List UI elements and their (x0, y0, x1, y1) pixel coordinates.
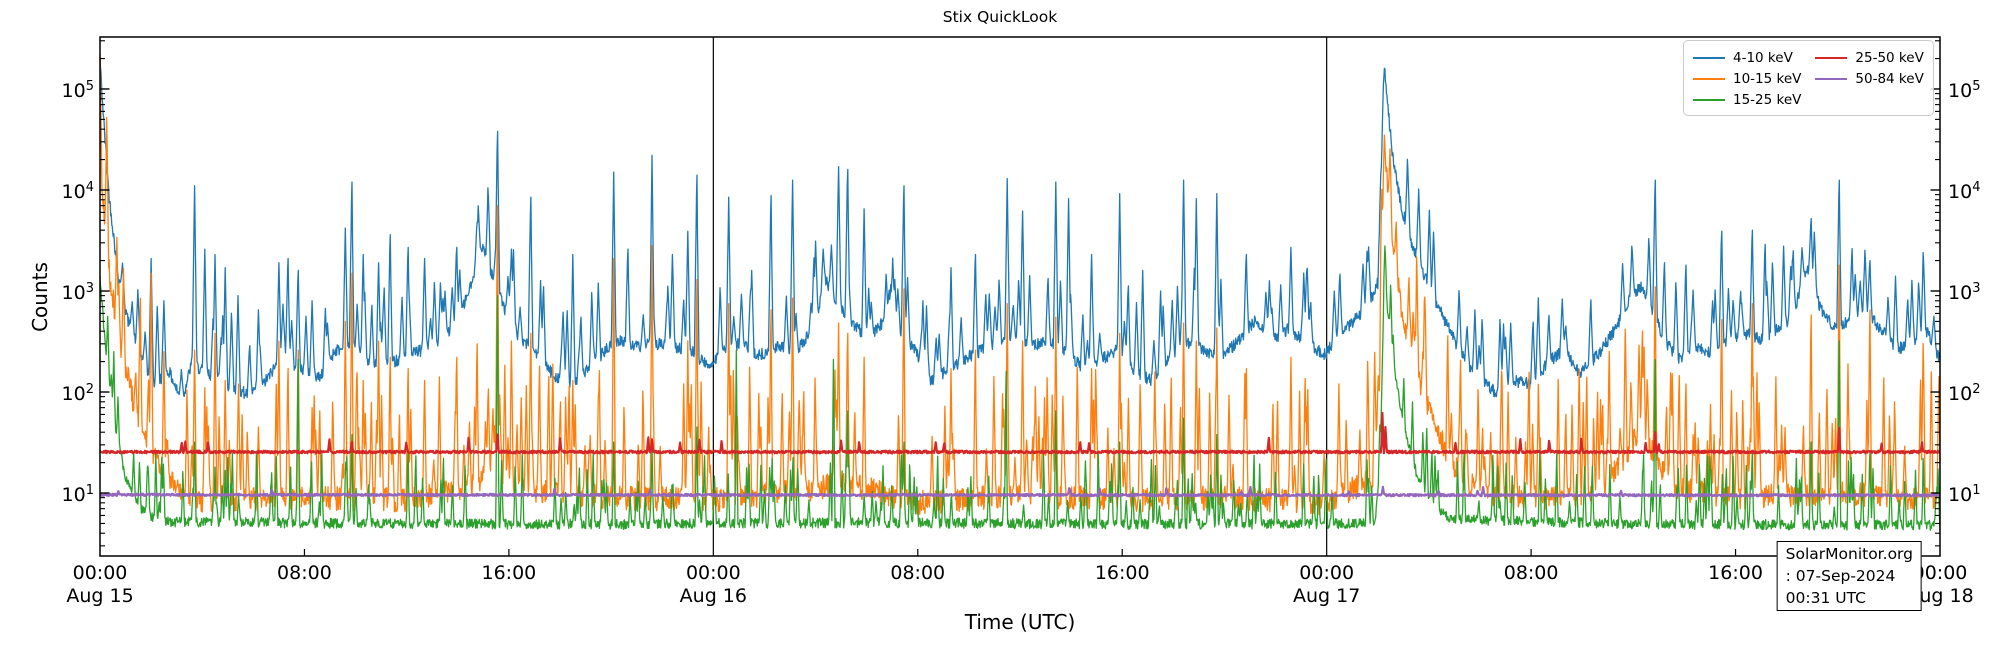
axes-frame (99, 36, 1941, 557)
legend-item: 50-84 keV (1815, 68, 1924, 89)
legend-item: 25-50 keV (1815, 47, 1924, 68)
x-tick-label: 08:00 (277, 562, 332, 584)
y-tick-label: 101 (1948, 482, 1981, 507)
x-tick-label: 00:00 (1299, 562, 1355, 584)
series-line-25-50-keV (99, 411, 1941, 455)
x-tick-label: 16:00 (1094, 562, 1150, 584)
legend-label: 50-84 keV (1855, 70, 1924, 87)
y-axis-label: Counts (28, 261, 52, 332)
x-tick-label: 00:00 (685, 562, 741, 584)
x-tick-day-label: Aug 15 (66, 585, 134, 607)
legend-item: 10-15 keV (1693, 68, 1801, 89)
series-line-50-84-keV (99, 485, 1941, 498)
series-line-10-15-keV (99, 54, 1941, 516)
y-tick-label: 102 (61, 381, 94, 406)
y-tick-label: 103 (61, 280, 94, 305)
y-tick-label: 102 (1948, 381, 1981, 406)
legend-label: 25-50 keV (1855, 49, 1924, 66)
x-tick-label: 00:00 (72, 562, 128, 584)
x-tick-label: 08:00 (1503, 562, 1559, 584)
legend-item: 4-10 keV (1693, 47, 1801, 68)
legend-item: 15-25 keV (1693, 89, 1801, 110)
y-tick-label: 105 (1948, 78, 1981, 103)
series-line-15-25-keV (99, 245, 1941, 531)
x-axis-label: Time (UTC) (964, 610, 1076, 634)
chart-title: Stix QuickLook (942, 8, 1058, 26)
legend-line-swatch (1693, 56, 1725, 59)
legend-line-swatch (1693, 98, 1725, 101)
series-line-4-10-keV (99, 57, 1941, 399)
y-tick-label: 103 (1948, 280, 1981, 305)
x-tick-day-label: Aug 18 (1906, 585, 1974, 607)
y-tick-label: 101 (61, 482, 94, 507)
x-tick-label: 08:00 (890, 562, 946, 584)
x-tick-label: 16:00 (1708, 562, 1763, 584)
legend: 4-10 keV 10-15 keV 15-25 keV 25-50 keV 50-84… (1683, 40, 1934, 116)
legend-line-swatch (1693, 77, 1725, 80)
legend-label: 10-15 keV (1733, 70, 1802, 87)
y-tick-label: 104 (1948, 179, 1981, 204)
watermark-annotation: SolarMonitor.org : 07-Sep-2024 00:31 UTC (1776, 541, 1922, 611)
x-tick-day-label: Aug 17 (1292, 585, 1361, 607)
legend-label: 4-10 keV (1733, 49, 1793, 66)
legend-line-swatch (1815, 56, 1848, 59)
legend-line-swatch (1815, 77, 1848, 80)
x-tick-day-label: Aug 16 (679, 585, 747, 607)
x-tick-label: 00:00 (1912, 562, 1968, 584)
legend-label: 15-25 keV (1733, 91, 1802, 108)
y-tick-label: 104 (61, 179, 94, 204)
y-tick-label: 105 (61, 78, 94, 103)
x-tick-label: 16:00 (481, 562, 537, 584)
